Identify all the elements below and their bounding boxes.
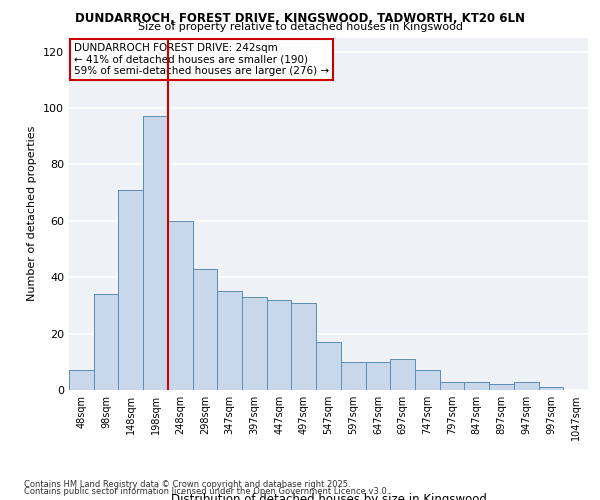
Text: DUNDARROCH, FOREST DRIVE, KINGSWOOD, TADWORTH, KT20 6LN: DUNDARROCH, FOREST DRIVE, KINGSWOOD, TAD…	[75, 12, 525, 26]
Bar	[143, 116, 168, 390]
Bar	[316, 342, 341, 390]
Bar	[118, 190, 143, 390]
X-axis label: Distribution of detached houses by size in Kingswood: Distribution of detached houses by size …	[170, 493, 487, 500]
Text: DUNDARROCH FOREST DRIVE: 242sqm
← 41% of detached houses are smaller (190)
59% o: DUNDARROCH FOREST DRIVE: 242sqm ← 41% of…	[74, 43, 329, 76]
Bar	[217, 292, 242, 390]
Bar	[168, 221, 193, 390]
Bar	[292, 302, 316, 390]
Bar	[464, 382, 489, 390]
Bar	[242, 297, 267, 390]
Text: Size of property relative to detached houses in Kingswood: Size of property relative to detached ho…	[137, 22, 463, 32]
Bar	[514, 382, 539, 390]
Bar	[69, 370, 94, 390]
Bar	[539, 387, 563, 390]
Bar	[440, 382, 464, 390]
Bar	[390, 359, 415, 390]
Bar	[365, 362, 390, 390]
Bar	[489, 384, 514, 390]
Bar	[94, 294, 118, 390]
Text: Contains HM Land Registry data © Crown copyright and database right 2025.: Contains HM Land Registry data © Crown c…	[24, 480, 350, 489]
Bar	[193, 268, 217, 390]
Bar	[341, 362, 365, 390]
Y-axis label: Number of detached properties: Number of detached properties	[28, 126, 37, 302]
Text: Contains public sector information licensed under the Open Government Licence v3: Contains public sector information licen…	[24, 487, 389, 496]
Bar	[415, 370, 440, 390]
Bar	[267, 300, 292, 390]
